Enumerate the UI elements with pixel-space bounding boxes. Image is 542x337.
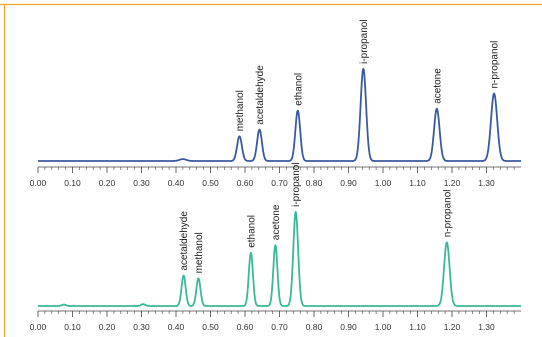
peak-label: acetaldehyde <box>255 65 266 125</box>
peak-label: acetaldehyde <box>179 211 190 271</box>
x-tick-label: 0.30 <box>133 322 150 332</box>
x-tick-label: 0.90 <box>340 178 357 188</box>
x-tick-label: 1.20 <box>444 178 461 188</box>
x-tick-label: 1.00 <box>375 178 392 188</box>
x-tick-label: 0.10 <box>64 178 81 188</box>
x-tick-label: 0.80 <box>306 322 323 332</box>
x-tick-label: 0.60 <box>237 178 254 188</box>
x-tick-label: 1.10 <box>409 178 426 188</box>
x-tick-label: 1.30 <box>478 322 495 332</box>
x-tick-label: 0.10 <box>64 322 81 332</box>
x-tick-label: 1.30 <box>478 178 495 188</box>
x-tick-label: 1.10 <box>409 322 426 332</box>
x-tick-label: 0.90 <box>340 322 357 332</box>
x-tick-label: 0.70 <box>271 322 288 332</box>
x-tick-label: 0.50 <box>202 178 219 188</box>
x-tick-label: 0.20 <box>99 178 116 188</box>
x-tick-label: 0.30 <box>133 178 150 188</box>
peak-label: i-propanol <box>291 162 302 206</box>
x-tick-label: 0.80 <box>306 178 323 188</box>
peak-label: n-propanol <box>490 41 501 89</box>
x-tick-label: 0.40 <box>168 322 185 332</box>
x-tick-label: 0.00 <box>30 178 47 188</box>
x-tick-label: 0.20 <box>99 322 116 332</box>
x-tick-label: 0.50 <box>202 322 219 332</box>
peak-label: ethanol <box>293 73 304 106</box>
peak-label: acetone <box>432 68 443 104</box>
x-tick-label: 1.20 <box>444 322 461 332</box>
x-tick-label: 0.40 <box>168 178 185 188</box>
chromatogram-trace <box>37 211 522 307</box>
peak-label: acetone <box>271 204 282 240</box>
chromatogram-bottom: 0.00 0.10 0.20 0.30 0.40 0.50 0.60 0.70 0.80 0.90… <box>30 162 522 332</box>
peak-label: i-propanol <box>359 19 370 63</box>
peak-label: methanol <box>235 90 246 131</box>
x-tick-label: 0.60 <box>237 322 254 332</box>
x-tick-label: 0.00 <box>30 322 47 332</box>
peak-label: ethanol <box>246 215 257 248</box>
x-tick-label: 0.70 <box>271 178 288 188</box>
chromatogram-top: 0.00 0.10 0.20 0.30 0.40 0.50 0.60 0.70 0.80 0.90… <box>30 19 522 188</box>
peak-label: n-propanol <box>442 189 453 237</box>
peak-label: methanol <box>194 232 205 273</box>
x-tick-label: 1.00 <box>375 322 392 332</box>
chromatogram-trace <box>37 67 522 162</box>
